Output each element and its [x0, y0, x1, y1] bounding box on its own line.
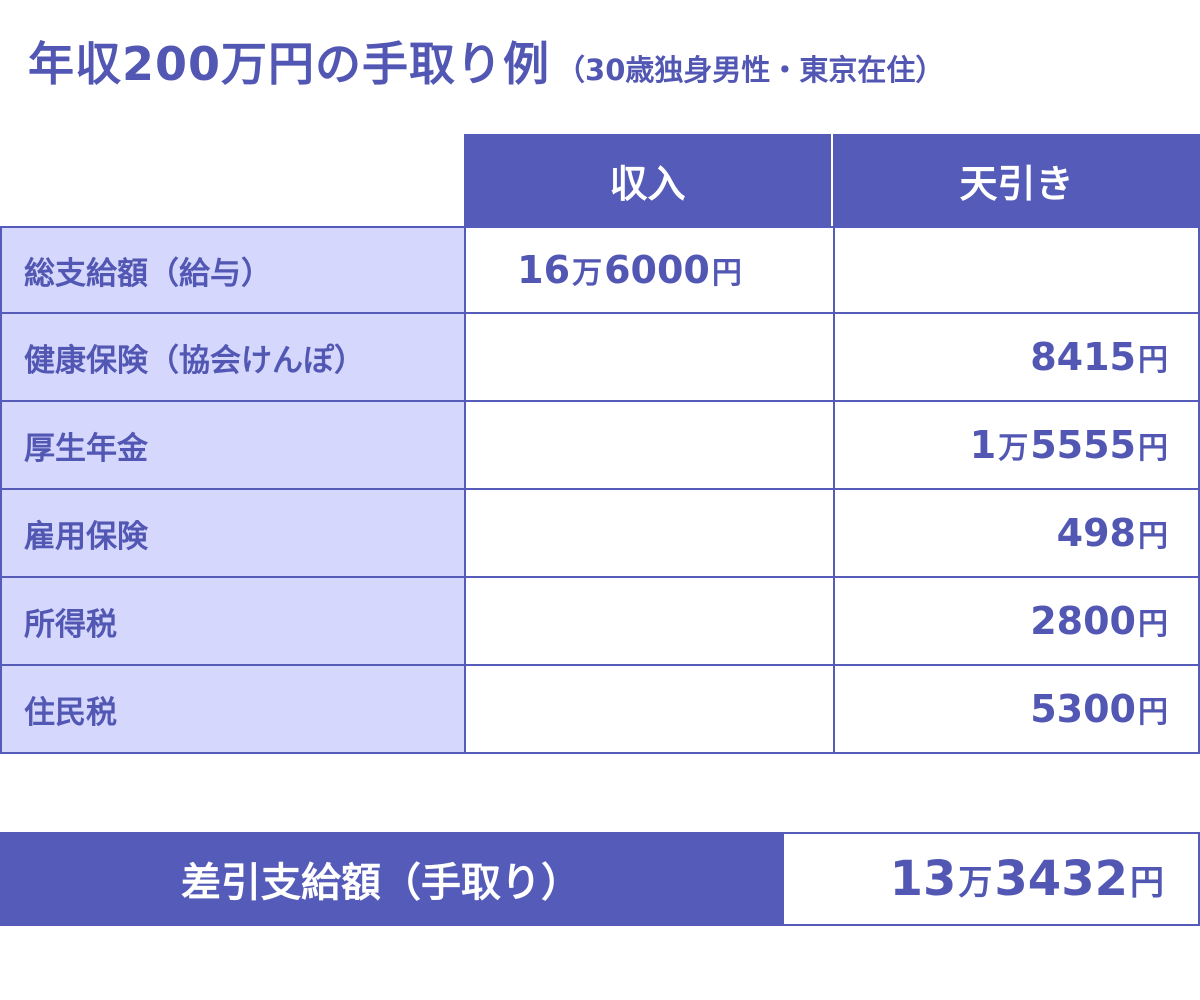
deduction-cell: 2800 円 — [835, 578, 1200, 664]
table-header: 収入 天引き — [0, 134, 1200, 226]
income-cell — [466, 314, 835, 400]
table-row: 雇用保険 498 円 — [2, 490, 1200, 578]
table-row: 健康保険（協会けんぽ） 8415 円 — [2, 314, 1200, 402]
income-cell: 16 万 6000 円 — [466, 228, 835, 312]
header-divider — [831, 134, 833, 226]
deduction-cell-amount: 498 — [1056, 511, 1136, 555]
deduction-cell-unit: 円 — [1138, 343, 1168, 378]
deduction-cell: 8415 円 — [835, 314, 1200, 400]
takehome-table: 収入 天引き 総支給額（給与） 16 万 6000 円健康保険（協会けんぽ） 8415 円厚… — [0, 134, 1200, 754]
deduction-cell-amount: 5555 — [1030, 423, 1136, 467]
income-cell-amount: 6000 — [604, 248, 710, 292]
table-row: 厚生年金 1 万 5555 円 — [2, 402, 1200, 490]
row-label: 住民税 — [2, 666, 466, 752]
table-body: 総支給額（給与） 16 万 6000 円健康保険（協会けんぽ） 8415 円厚生年金 1 万 55… — [0, 226, 1200, 754]
row-label: 雇用保険 — [2, 490, 466, 576]
deduction-cell-man: 1 — [969, 423, 997, 467]
deduction-cell-man-unit: 万 — [998, 431, 1029, 466]
table-row: 所得税 2800 円 — [2, 578, 1200, 666]
income-cell-man: 16 — [517, 248, 571, 292]
summary-value: 13 万 3432 円 — [782, 832, 1200, 926]
summary-row: 差引支給額（手取り） 13 万 3432 円 — [0, 832, 1200, 926]
deduction-cell: 5300 円 — [835, 666, 1200, 752]
deduction-cell-amount: 2800 — [1030, 599, 1136, 643]
summary-value-man: 13 — [889, 851, 957, 907]
deduction-cell-unit: 円 — [1138, 519, 1168, 554]
deduction-cell: 1 万 5555 円 — [835, 402, 1200, 488]
title-sub: （30歳独身男性・東京在住） — [556, 53, 945, 87]
header-income: 収入 — [464, 134, 831, 226]
row-label: 健康保険（協会けんぽ） — [2, 314, 466, 400]
row-label: 厚生年金 — [2, 402, 466, 488]
summary-value-rest: 3432 — [994, 851, 1128, 907]
deduction-cell-unit: 円 — [1138, 695, 1168, 730]
income-cell — [466, 666, 835, 752]
deduction-cell — [835, 228, 1200, 312]
summary-value-unit: 円 — [1130, 862, 1164, 903]
deduction-cell-unit: 円 — [1138, 607, 1168, 642]
header-deductions: 天引き — [833, 134, 1200, 226]
table-row: 総支給額（給与） 16 万 6000 円 — [2, 226, 1200, 314]
deduction-cell: 498 円 — [835, 490, 1200, 576]
summary-label: 差引支給額（手取り） — [0, 832, 782, 926]
income-cell-unit: 円 — [711, 256, 742, 291]
row-label: 総支給額（給与） — [2, 228, 466, 312]
summary-value-man-unit: 万 — [958, 862, 993, 903]
income-cell — [466, 402, 835, 488]
page-title: 年収200万円の手取り例 （30歳独身男性・東京在住） — [28, 28, 944, 92]
deduction-cell-unit: 円 — [1138, 431, 1168, 466]
table-row: 住民税 5300 円 — [2, 666, 1200, 754]
income-cell-man-unit: 万 — [572, 256, 603, 291]
row-label: 所得税 — [2, 578, 466, 664]
income-cell — [466, 578, 835, 664]
deduction-cell-amount: 8415 — [1030, 335, 1136, 379]
title-main: 年収200万円の手取り例 — [28, 37, 551, 91]
income-cell — [466, 490, 835, 576]
deduction-cell-amount: 5300 — [1030, 687, 1136, 731]
